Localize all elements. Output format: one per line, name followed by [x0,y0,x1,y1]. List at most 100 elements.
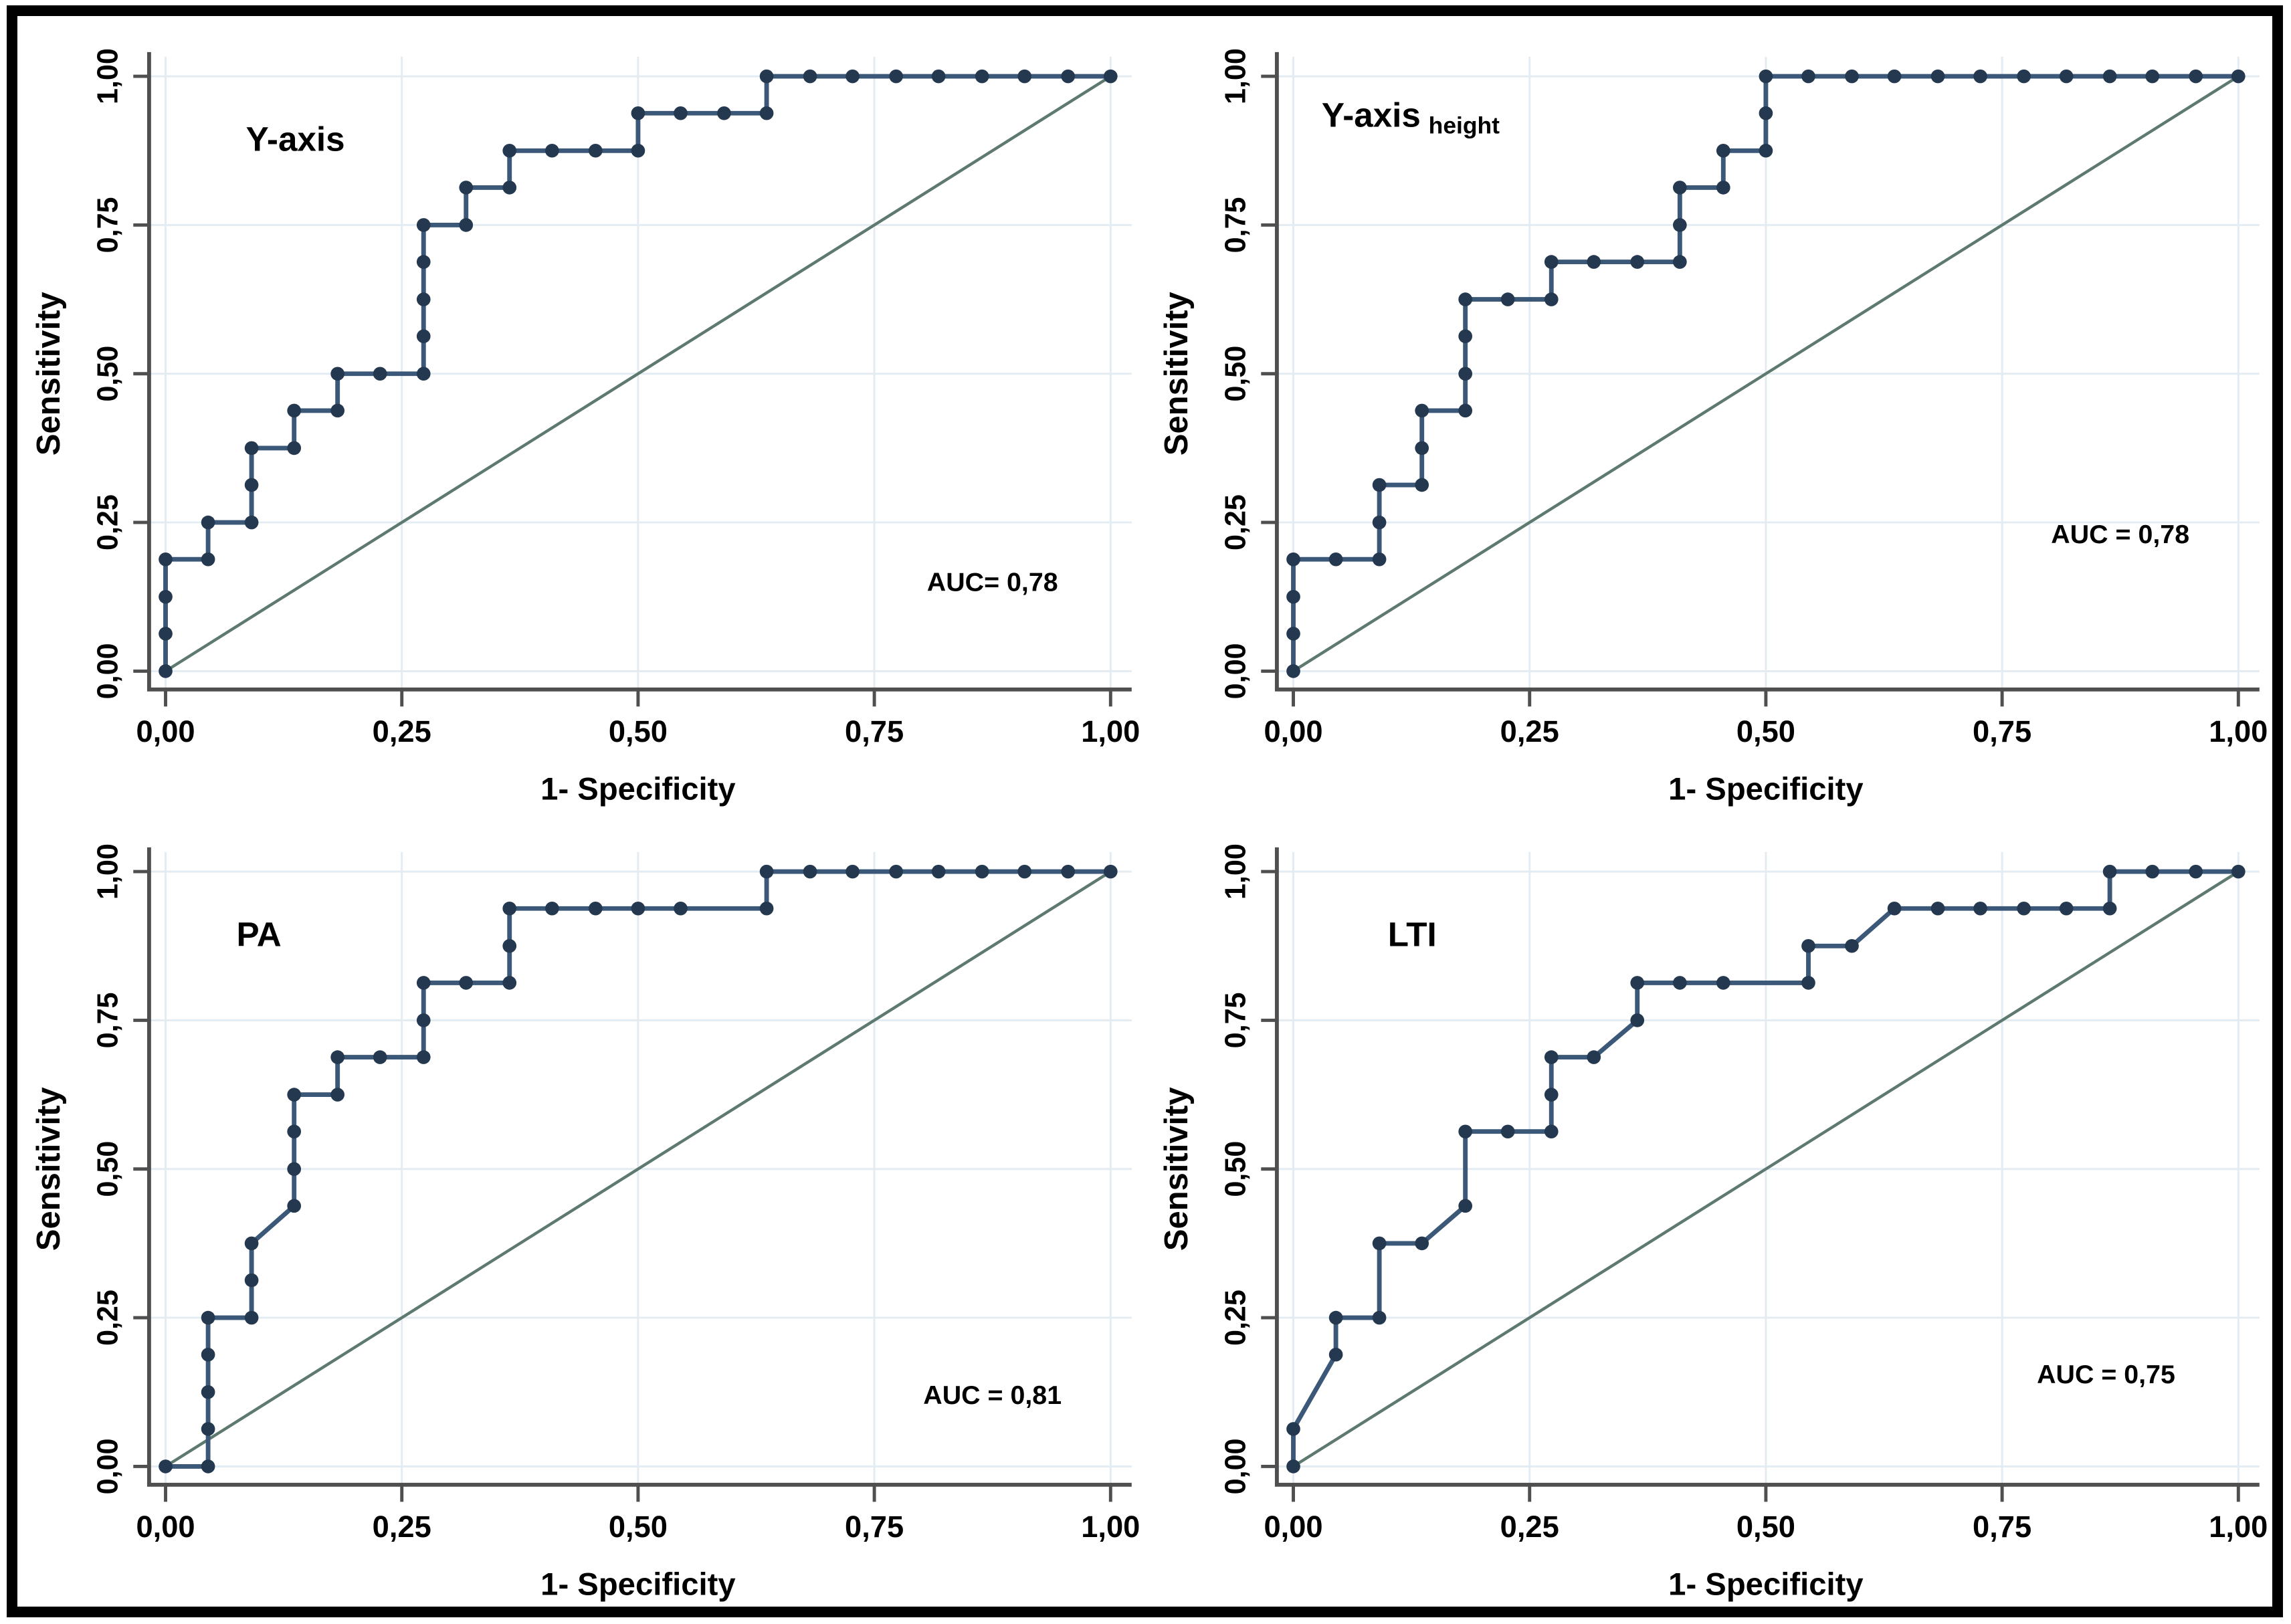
data-point [244,515,259,530]
data-point [1930,69,1945,84]
data-point [416,1050,431,1064]
data-point [2231,864,2246,879]
data-point [1544,255,1559,269]
y-axis-title: Sensitivity [1158,292,1194,456]
data-point [2016,901,2031,916]
y-axis-title: Sensitivity [31,292,67,456]
panel-title-subscript: height [1428,113,1500,139]
data-point [588,143,603,158]
data-point [1759,143,1773,158]
y-tick-label: 1,00 [92,48,124,104]
data-point [2016,69,2031,84]
x-tick-label: 0,00 [1264,714,1322,748]
data-point [1973,901,1987,916]
data-point [416,329,431,344]
x-axis-title: 1- Specificity [1668,1566,1863,1601]
x-tick-label: 0,75 [845,1510,904,1544]
data-point [1801,976,1815,990]
data-point [1544,1088,1559,1102]
data-point [1887,69,1901,84]
data-point [330,1050,345,1064]
data-point [502,976,517,990]
data-point [759,901,774,916]
y-tick-label: 0,00 [1219,643,1252,699]
roc-chart-y-axis: 0,00 0,00 0,25 0,25 0,50 0,50 0,75 0,75 1,00 1,00… [31,48,1140,806]
data-point [2145,69,2159,84]
data-point [1414,478,1429,492]
data-point [201,1347,215,1362]
data-point [1716,143,1730,158]
data-point [1328,1347,1342,1362]
data-point [502,143,517,158]
x-axis-title: 1- Specificity [1668,771,1863,806]
y-tick-label: 0,75 [1219,993,1252,1049]
x-tick-label: 0,00 [136,1510,195,1544]
y-tick-label: 0,50 [92,346,124,402]
data-point [1672,976,1687,990]
data-point [975,69,989,84]
data-point [416,292,431,306]
data-point [759,69,774,84]
data-point [1458,367,1472,381]
data-point [1286,1422,1300,1436]
y-tick-label: 0,00 [92,643,124,699]
data-point [1372,515,1386,530]
data-point [459,218,474,232]
data-point [159,552,173,567]
data-point [1458,1124,1472,1139]
data-point [2102,69,2116,84]
panel-title: PA [236,915,281,953]
data-point [1500,292,1515,306]
data-point [287,1199,302,1213]
data-point [1586,255,1601,269]
data-point [1328,1310,1342,1325]
data-point [845,69,860,84]
data-point [2102,901,2116,916]
data-point [674,106,688,120]
data-point [502,938,517,953]
panel-title: Y-axis height [1321,96,1499,139]
data-point [244,478,259,492]
y-tick-label: 0,50 [1219,346,1252,402]
data-point [803,864,817,879]
data-point [244,441,259,455]
data-point [1017,864,1032,879]
auc-label: AUC = 0,75 [2037,1360,2175,1389]
roc-panel-y-axis: 0,00 0,00 0,25 0,25 0,50 0,50 0,75 0,75 1,00 1,00… [17,16,1145,811]
data-point [631,901,645,916]
y-tick-label: 0,75 [1219,197,1252,253]
y-axis-title: Sensitivity [1158,1087,1194,1251]
y-tick-label: 0,00 [1219,1438,1252,1494]
y-tick-label: 0,25 [1219,1290,1252,1346]
data-point [1844,938,1859,953]
data-point [159,664,173,678]
y-tick-label: 0,75 [92,197,124,253]
x-tick-label: 0,25 [373,714,431,748]
data-point [201,1385,215,1399]
data-point [201,552,215,567]
data-point [1500,1124,1515,1139]
data-point [1544,292,1559,306]
data-point [1629,255,1644,269]
data-point [2059,69,2073,84]
data-point [1286,552,1300,567]
x-axis-title: 1- Specificity [540,771,735,806]
data-point [1973,69,1987,84]
data-point [416,255,431,269]
data-point [1372,478,1386,492]
data-point [201,515,215,530]
x-tick-label: 0,50 [609,1510,668,1544]
data-point [1414,441,1429,455]
data-point [1544,1050,1559,1064]
y-tick-label: 1,00 [1219,48,1252,104]
data-point [2059,901,2073,916]
roc-chart-pa: 0,00 0,00 0,25 0,25 0,50 0,50 0,75 0,75 1,00 1,00… [31,843,1140,1601]
data-point [631,106,645,120]
x-tick-label: 0,25 [1500,714,1559,748]
auc-label: AUC = 0,78 [2051,520,2189,549]
data-point [159,589,173,604]
data-point [201,1459,215,1474]
roc-panels-grid: 0,00 0,00 0,25 0,25 0,50 0,50 0,75 0,75 1,00 1,00… [17,16,2272,1607]
panel-title: Y-axis [246,120,345,158]
roc-chart-y-axis-height: 0,00 0,00 0,25 0,25 0,50 0,50 0,75 0,75 1,00 1,00… [1158,48,2267,806]
